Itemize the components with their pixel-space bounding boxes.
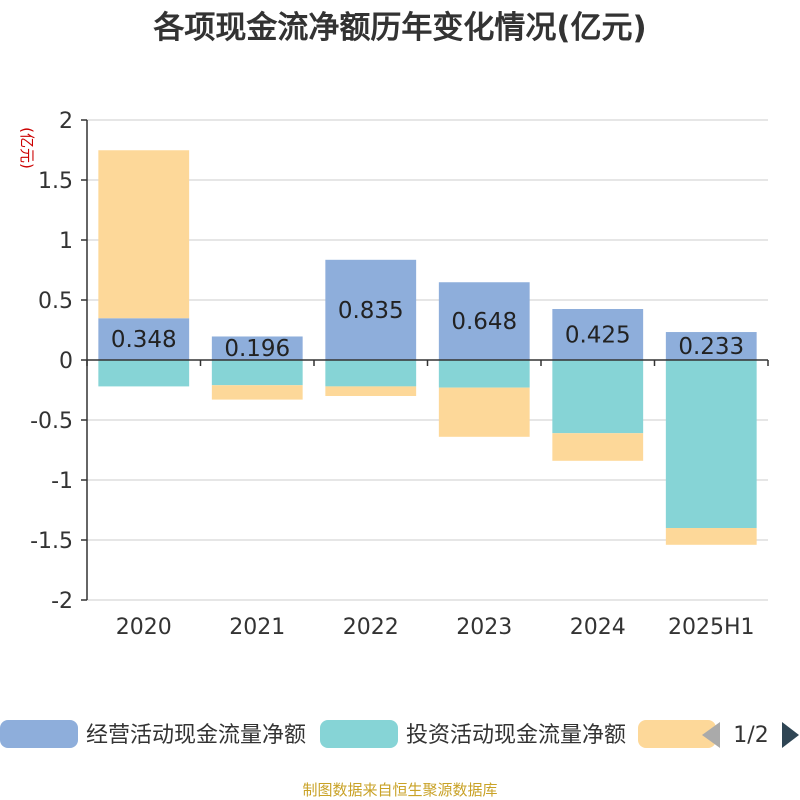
x-tick-label: 2022 — [343, 615, 399, 640]
x-tick-label: 2025H1 — [668, 615, 755, 640]
legend-next-page-icon[interactable] — [782, 722, 799, 748]
bar-series-3-2022 — [325, 386, 417, 396]
y-tick-label: 1.5 — [38, 169, 73, 194]
grid-lines — [87, 119, 768, 601]
y-tick-label: 0.5 — [38, 289, 73, 314]
bar-series-3-2021 — [211, 385, 303, 400]
legend-prev-page-icon[interactable] — [702, 722, 720, 748]
y-tick-label: 2 — [59, 109, 73, 134]
y-tick-label: 0 — [59, 349, 73, 374]
data-label: 0.425 — [565, 323, 631, 349]
data-label: 0.835 — [338, 298, 404, 324]
legend-swatch — [320, 720, 398, 748]
bar-series-1-2020 — [98, 318, 190, 360]
chart-title: 各项现金流净额历年变化情况(亿元) — [152, 10, 646, 46]
legend-item-2[interactable]: 投资活动现金流量净额 — [320, 720, 626, 748]
bar-series-1-2025H1 — [665, 332, 757, 360]
y-tick-label: -1 — [51, 469, 73, 494]
bar-series-2-2021 — [211, 360, 303, 386]
legend-label: 投资活动现金流量净额 — [406, 723, 626, 748]
legend-swatch — [0, 720, 78, 748]
legend-swatch — [638, 720, 716, 748]
tick-labels: 2 1.5 1 0.5 0 -0.5 -1 -1.5 -2 2020 2021 2022 2023 202… — [30, 109, 754, 640]
x-tick-label: 2021 — [229, 615, 285, 640]
bar-series-2-2023 — [438, 360, 530, 388]
bar-series-3-2024 — [552, 433, 644, 461]
legend-item-3[interactable] — [638, 720, 716, 748]
bar-series-2-2022 — [325, 360, 417, 387]
y-axis-unit: (亿元) — [18, 127, 36, 169]
y-tick-label: -2 — [51, 589, 73, 614]
bar-series-2-2025H1 — [665, 360, 757, 528]
data-label: 0.648 — [451, 309, 517, 335]
bar-series-1-2024 — [552, 309, 644, 360]
legend-item-1[interactable]: 经营活动现金流量净额 — [0, 720, 306, 748]
data-labels: 0.348 0.196 0.835 0.648 0.425 0.233 — [111, 298, 744, 362]
bar-series-2-2020 — [98, 360, 190, 387]
x-tick-label: 2023 — [456, 615, 512, 640]
legend-page-indicator: 1/2 — [733, 723, 768, 748]
bar-series-3-2020 — [98, 150, 190, 319]
data-label: 0.348 — [111, 327, 177, 353]
x-tick-label: 2024 — [570, 615, 626, 640]
source-note: 制图数据来自恒生聚源数据库 — [302, 781, 497, 799]
y-tick-label: 1 — [59, 229, 73, 254]
axes — [81, 119, 769, 601]
bar-series-2-2024 — [552, 360, 644, 434]
bar-series-3-2023 — [438, 387, 530, 437]
y-tick-label: -1.5 — [30, 529, 73, 554]
bars — [98, 150, 757, 545]
bar-series-1-2022 — [325, 259, 417, 360]
legend-label: 经营活动现金流量净额 — [86, 723, 306, 748]
data-label: 0.233 — [678, 334, 744, 360]
data-label: 0.196 — [224, 336, 290, 362]
bar-series-1-2021 — [211, 336, 303, 360]
legend: 经营活动现金流量净额 投资活动现金流量净额 1/2 — [0, 720, 799, 748]
x-tick-label: 2020 — [116, 615, 172, 640]
bar-series-1-2023 — [438, 282, 530, 360]
bar-series-3-2025H1 — [665, 528, 757, 545]
y-tick-label: -0.5 — [30, 409, 73, 434]
